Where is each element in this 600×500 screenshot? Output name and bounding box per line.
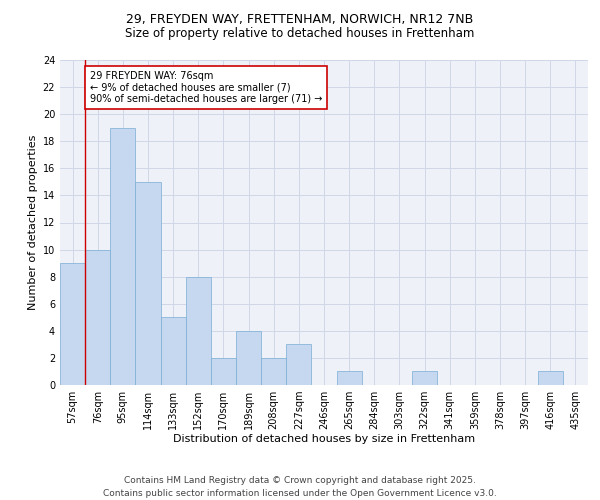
Bar xyxy=(60,263,85,385)
Bar xyxy=(110,128,136,385)
Bar xyxy=(261,358,286,385)
Bar xyxy=(136,182,161,385)
Bar xyxy=(161,318,186,385)
Text: Size of property relative to detached houses in Frettenham: Size of property relative to detached ho… xyxy=(125,28,475,40)
X-axis label: Distribution of detached houses by size in Frettenham: Distribution of detached houses by size … xyxy=(173,434,475,444)
Bar xyxy=(186,276,211,385)
Y-axis label: Number of detached properties: Number of detached properties xyxy=(28,135,38,310)
Bar xyxy=(85,250,110,385)
Text: 29 FREYDEN WAY: 76sqm
← 9% of detached houses are smaller (7)
90% of semi-detach: 29 FREYDEN WAY: 76sqm ← 9% of detached h… xyxy=(90,71,323,104)
Bar xyxy=(286,344,311,385)
Text: Contains HM Land Registry data © Crown copyright and database right 2025.
Contai: Contains HM Land Registry data © Crown c… xyxy=(103,476,497,498)
Bar xyxy=(412,372,437,385)
Bar xyxy=(538,372,563,385)
Bar xyxy=(211,358,236,385)
Bar xyxy=(236,331,261,385)
Bar xyxy=(337,372,362,385)
Text: 29, FREYDEN WAY, FRETTENHAM, NORWICH, NR12 7NB: 29, FREYDEN WAY, FRETTENHAM, NORWICH, NR… xyxy=(127,12,473,26)
